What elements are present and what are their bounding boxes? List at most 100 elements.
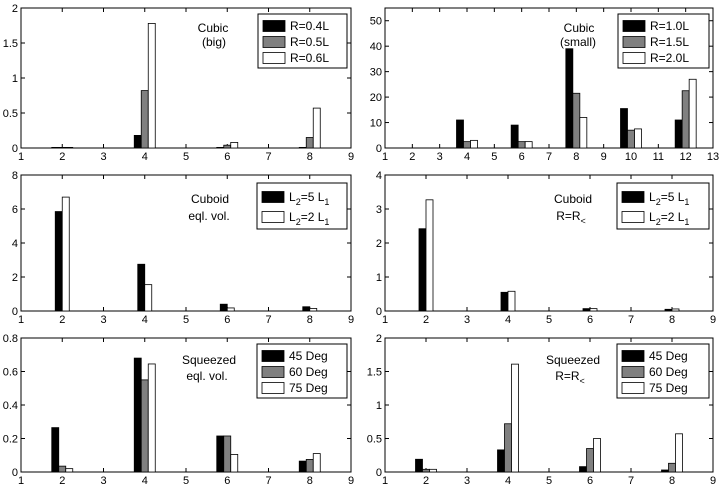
bar [216, 146, 225, 149]
bar [54, 211, 63, 312]
subscript: 1 [324, 217, 329, 227]
y-tick-label: 0 [376, 467, 382, 479]
bar [524, 141, 533, 149]
bar [429, 468, 437, 473]
bar [510, 124, 519, 149]
bar [507, 290, 516, 312]
x-tick-label: 8 [669, 314, 675, 326]
y-tick-label: 6 [12, 204, 18, 216]
legend-swatch [622, 36, 646, 48]
x-tick-label: 4 [505, 314, 511, 326]
bar [223, 435, 232, 473]
annotation: (big) [202, 35, 226, 49]
y-tick-label: 0 [376, 143, 382, 155]
legend-label: 60 Deg [289, 365, 328, 379]
x-tick-label: 9 [348, 151, 354, 163]
x-tick-label: 9 [710, 475, 716, 487]
bar [58, 465, 67, 473]
x-tick-label: 5 [546, 314, 552, 326]
legend-swatch [261, 350, 285, 362]
bar [500, 291, 509, 312]
y-tick-label: 20 [370, 92, 382, 104]
annotation: Cuboid [191, 192, 229, 206]
legend-label: R=0.5L [290, 35, 329, 49]
x-tick-label: 3 [464, 314, 470, 326]
bar [456, 119, 464, 149]
bar [230, 454, 239, 473]
x-tick-label: 4 [142, 314, 148, 326]
x-tick-label: 3 [100, 151, 106, 163]
x-tick-label: 6 [587, 475, 593, 487]
legend-label: R=0.4L [290, 19, 329, 33]
x-tick-label: 7 [265, 475, 271, 487]
y-tick-label: 0.6 [3, 367, 18, 379]
x-tick-label: 2 [59, 151, 65, 163]
bar [572, 92, 581, 149]
x-tick-label: 2 [59, 314, 65, 326]
x-tick-label: 5 [546, 475, 552, 487]
x-tick-label: 5 [183, 314, 189, 326]
bar [51, 146, 60, 149]
bar [579, 117, 588, 149]
bar [418, 228, 427, 312]
bar [147, 22, 156, 149]
x-tick-label: 4 [505, 475, 511, 487]
bar [634, 128, 642, 149]
annotation: Cubic [198, 21, 229, 35]
x-tick-label: 7 [546, 151, 552, 163]
legend-label: R=1.0L [650, 19, 689, 33]
x-tick-label: 6 [587, 314, 593, 326]
bar [470, 139, 478, 149]
bar [586, 448, 594, 473]
y-tick-label: 2 [12, 3, 18, 15]
subscript: 1 [684, 217, 689, 227]
x-tick-label: 9 [601, 151, 607, 163]
subscript: 2 [656, 197, 661, 207]
legend-swatch [621, 191, 645, 203]
subscript: < [580, 376, 585, 386]
bar [582, 308, 591, 312]
bar [627, 129, 635, 149]
bar [517, 141, 526, 149]
legend-label: R=2.0L [650, 51, 689, 65]
bar [620, 108, 628, 149]
y-tick-label: 4 [376, 170, 382, 182]
subscript: 2 [296, 197, 301, 207]
bar [298, 460, 307, 473]
bar [61, 196, 70, 312]
x-tick-label: 11 [653, 151, 664, 163]
x-tick-label: 7 [628, 314, 634, 326]
x-tick-label: 13 [707, 151, 719, 163]
y-tick-label: 3 [376, 204, 382, 216]
y-tick-label: 0.4 [3, 400, 18, 412]
legend-label: 75 Deg [649, 381, 688, 395]
y-tick-label: 1 [12, 73, 18, 85]
bar [668, 462, 676, 473]
x-tick-label: 1 [18, 314, 24, 326]
legend-swatch [622, 20, 646, 32]
x-tick-label: 7 [628, 475, 634, 487]
bar [593, 438, 601, 473]
legend-swatch [262, 20, 286, 32]
x-tick-label: 4 [142, 151, 148, 163]
bar [226, 307, 235, 312]
legend-label: 45 Deg [289, 349, 328, 363]
bar [302, 306, 311, 312]
bar [65, 468, 74, 473]
legend-label: 60 Deg [649, 365, 688, 379]
x-tick-label: 6 [224, 475, 230, 487]
x-tick-label: 5 [491, 151, 497, 163]
x-tick-label: 8 [669, 475, 675, 487]
bar [58, 146, 67, 149]
x-tick-label: 2 [423, 314, 429, 326]
x-tick-label: 3 [100, 475, 106, 487]
x-tick-label: 5 [183, 151, 189, 163]
chart-panel-5: 1 2 3 4 5 6 7 8 9 0 0.2 0.4 0.6 0.8 Squeezed eql. vol. 4… [3, 333, 354, 487]
annotation: Cubic [564, 21, 595, 35]
bar [298, 146, 307, 149]
bar [422, 468, 430, 473]
x-tick-label: 1 [382, 314, 388, 326]
subscript: < [581, 216, 586, 226]
x-tick-label: 7 [265, 314, 271, 326]
